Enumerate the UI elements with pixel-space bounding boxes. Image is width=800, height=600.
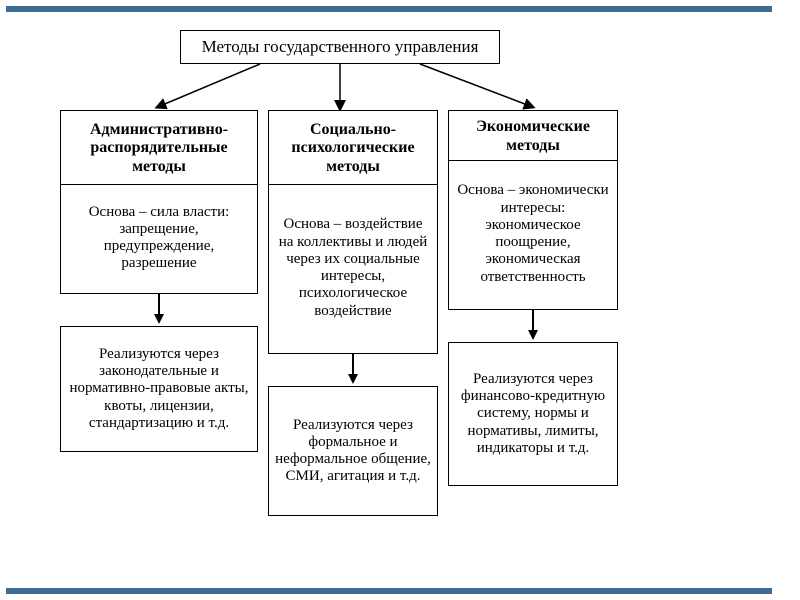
admin-header: Административно-распорядительные методы [60, 110, 258, 184]
economic-arrow-head [528, 330, 538, 340]
social-arrow-head [348, 374, 358, 384]
economic-arrow-line [532, 310, 534, 332]
root-box: Методы государственного управления [180, 30, 500, 64]
social-impl: Реализуются через формальное и неформаль… [268, 386, 438, 516]
admin-impl: Реализуются через законодательные и норм… [60, 326, 258, 452]
admin-arrow-head [154, 314, 164, 324]
admin-desc: Основа – сила власти: запрещение, предуп… [60, 184, 258, 294]
economic-header: Экономические методы [448, 110, 618, 160]
social-arrow-line [352, 354, 354, 376]
economic-desc: Основа – экономически интересы: экономич… [448, 160, 618, 310]
admin-arrow-line [158, 294, 160, 316]
social-header: Социально-психологические методы [268, 110, 438, 184]
social-desc: Основа – воздействие на коллективы и люд… [268, 184, 438, 354]
economic-impl: Реализуются через финансово-кредитную си… [448, 342, 618, 486]
